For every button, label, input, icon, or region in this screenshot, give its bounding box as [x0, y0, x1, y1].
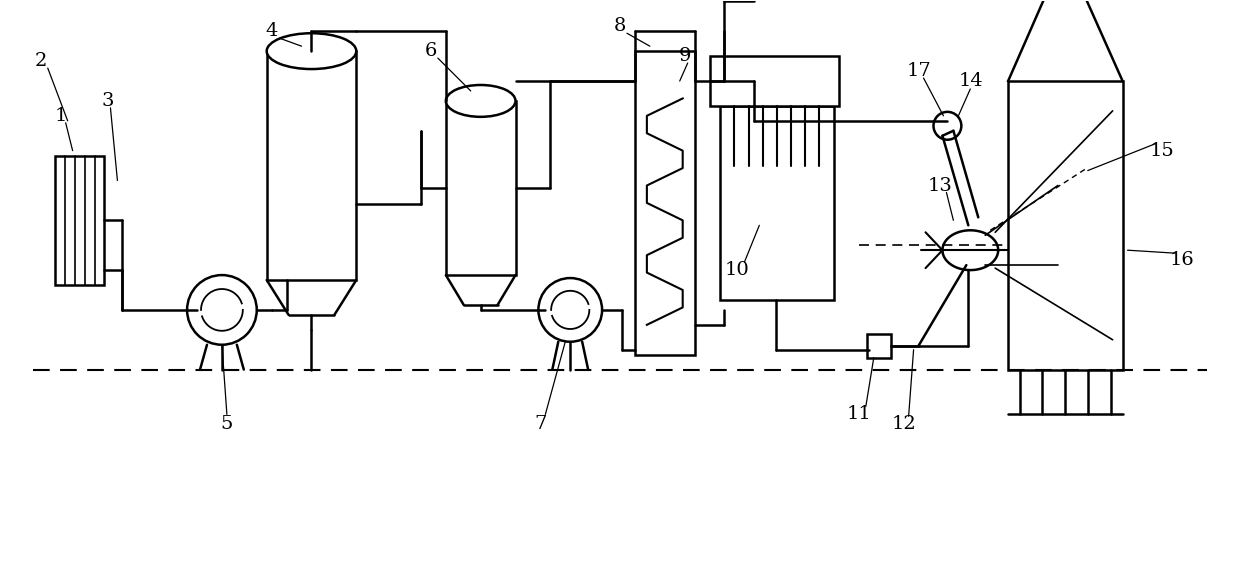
Bar — [867, 334, 890, 358]
Bar — [55, 155, 104, 285]
Text: 2: 2 — [35, 52, 47, 70]
Text: 14: 14 — [959, 72, 983, 90]
Circle shape — [187, 275, 257, 345]
Bar — [1008, 81, 1122, 369]
Circle shape — [538, 278, 603, 342]
Text: 5: 5 — [221, 415, 233, 433]
Text: 11: 11 — [847, 405, 872, 423]
Bar — [709, 56, 839, 106]
Text: 10: 10 — [725, 261, 750, 279]
Text: 12: 12 — [892, 415, 916, 433]
Text: 1: 1 — [55, 107, 67, 125]
Text: 6: 6 — [425, 42, 436, 60]
Text: 8: 8 — [614, 17, 626, 35]
Text: 15: 15 — [1149, 142, 1174, 160]
Text: 3: 3 — [102, 92, 114, 110]
Text: 13: 13 — [928, 176, 952, 194]
Circle shape — [934, 112, 961, 140]
Text: 7: 7 — [534, 415, 547, 433]
Text: 9: 9 — [678, 47, 691, 65]
Bar — [446, 101, 516, 275]
Ellipse shape — [267, 33, 356, 69]
Text: 4: 4 — [265, 22, 278, 40]
Ellipse shape — [446, 85, 516, 117]
Bar — [719, 106, 835, 300]
Bar — [635, 51, 694, 355]
Text: 16: 16 — [1169, 251, 1194, 269]
Bar — [267, 51, 356, 280]
Text: 17: 17 — [906, 62, 931, 80]
